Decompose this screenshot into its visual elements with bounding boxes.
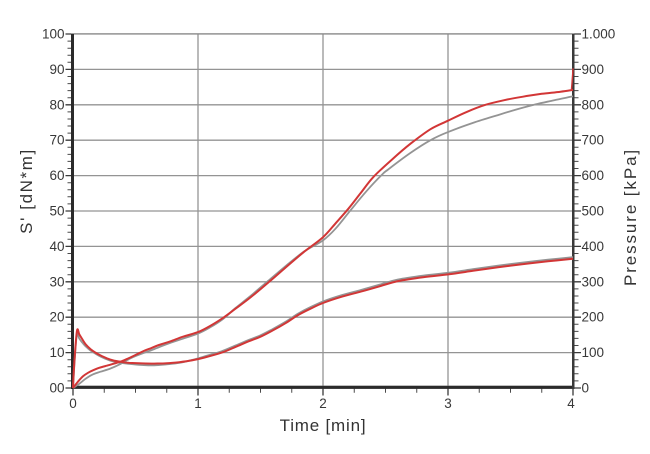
svg-text:4: 4 [567,396,575,411]
svg-text:100: 100 [42,27,65,42]
svg-text:600: 600 [582,168,605,183]
svg-text:40: 40 [49,239,64,254]
svg-text:90: 90 [49,62,64,77]
svg-text:30: 30 [49,274,64,289]
svg-text:10: 10 [49,345,64,360]
svg-text:800: 800 [582,97,605,112]
svg-text:900: 900 [582,62,605,77]
svg-text:80: 80 [49,97,64,112]
svg-text:0: 0 [69,396,77,411]
svg-text:Pressure [kPa]: Pressure [kPa] [621,148,640,286]
svg-text:300: 300 [582,274,605,289]
svg-text:20: 20 [49,310,64,325]
svg-text:400: 400 [582,239,605,254]
svg-text:50: 50 [49,204,64,219]
svg-text:00: 00 [49,381,64,396]
svg-text:2: 2 [319,396,327,411]
svg-text:60: 60 [49,168,64,183]
svg-text:1.000: 1.000 [582,27,616,42]
svg-text:100: 100 [582,345,605,360]
svg-text:3: 3 [444,396,452,411]
svg-text:70: 70 [49,133,64,148]
svg-text:500: 500 [582,204,605,219]
svg-text:1: 1 [194,396,202,411]
svg-text:0: 0 [582,381,590,396]
svg-text:700: 700 [582,133,605,148]
svg-text:S' [dN*m]: S' [dN*m] [17,148,36,234]
svg-text:200: 200 [582,310,605,325]
svg-text:Time [min]: Time [min] [280,416,367,435]
